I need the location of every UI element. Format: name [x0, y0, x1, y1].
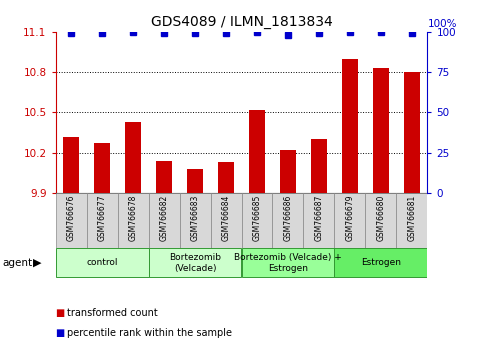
- Bar: [334, 193, 366, 248]
- Bar: [149, 193, 180, 248]
- Bar: [125, 122, 141, 193]
- Text: GSM766679: GSM766679: [345, 195, 355, 241]
- Text: agent: agent: [2, 258, 32, 268]
- Text: transformed count: transformed count: [67, 308, 157, 318]
- Text: GSM766685: GSM766685: [253, 195, 261, 241]
- Bar: [397, 193, 427, 248]
- Bar: [117, 193, 149, 248]
- Text: Bortezomib
(Velcade): Bortezomib (Velcade): [169, 253, 221, 273]
- Text: GSM766678: GSM766678: [128, 195, 138, 241]
- Bar: [63, 137, 79, 193]
- Text: ■: ■: [56, 308, 65, 318]
- Text: ▶: ▶: [33, 258, 42, 268]
- Bar: [187, 169, 203, 193]
- Text: control: control: [86, 258, 118, 267]
- Bar: [242, 249, 334, 277]
- Bar: [373, 68, 389, 193]
- Bar: [303, 193, 334, 248]
- Bar: [334, 249, 427, 277]
- Bar: [211, 193, 242, 248]
- Bar: [311, 139, 327, 193]
- Text: GSM766677: GSM766677: [98, 195, 107, 241]
- Bar: [249, 110, 265, 193]
- Bar: [342, 59, 358, 193]
- Bar: [218, 162, 234, 193]
- Text: Bortezomib (Velcade) +
Estrogen: Bortezomib (Velcade) + Estrogen: [234, 253, 342, 273]
- Bar: [86, 193, 117, 248]
- Text: GSM766676: GSM766676: [67, 195, 75, 241]
- Bar: [56, 249, 149, 277]
- Bar: [94, 143, 110, 193]
- Text: GSM766683: GSM766683: [190, 195, 199, 241]
- Text: percentile rank within the sample: percentile rank within the sample: [67, 328, 232, 338]
- Text: GSM766686: GSM766686: [284, 195, 293, 241]
- Title: GDS4089 / ILMN_1813834: GDS4089 / ILMN_1813834: [151, 16, 332, 29]
- Bar: [404, 72, 420, 193]
- Text: GSM766684: GSM766684: [222, 195, 230, 241]
- Text: ■: ■: [56, 328, 65, 338]
- Bar: [280, 150, 296, 193]
- Bar: [366, 193, 397, 248]
- Text: GSM766682: GSM766682: [159, 195, 169, 241]
- Bar: [242, 193, 272, 248]
- Text: Estrogen: Estrogen: [361, 258, 401, 267]
- Bar: [272, 193, 303, 248]
- Bar: [56, 193, 86, 248]
- Text: GSM766681: GSM766681: [408, 195, 416, 241]
- Bar: [156, 161, 172, 193]
- Text: GSM766680: GSM766680: [376, 195, 385, 241]
- Bar: [149, 249, 242, 277]
- Text: GSM766687: GSM766687: [314, 195, 324, 241]
- Text: 100%: 100%: [427, 19, 457, 29]
- Bar: [180, 193, 211, 248]
